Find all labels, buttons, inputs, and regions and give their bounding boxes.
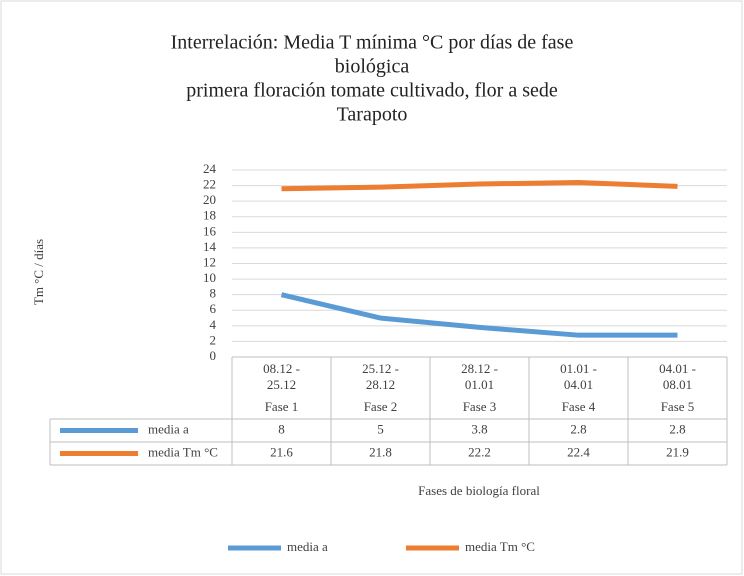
series-line xyxy=(280,292,678,338)
x-tick-label: 25.12 - xyxy=(362,361,399,376)
table-value: 8 xyxy=(278,421,285,436)
x-tick-label: 28.12 xyxy=(366,377,395,392)
y-tick-label: 16 xyxy=(203,223,217,238)
chart-title: Tarapoto xyxy=(337,104,408,126)
y-tick-label: 12 xyxy=(203,254,216,269)
y-tick-label: 8 xyxy=(210,286,217,301)
series-line xyxy=(281,179,678,192)
y-tick-label: 0 xyxy=(210,348,217,363)
x-tick-label: 01.01 xyxy=(465,377,494,392)
y-tick-label: 14 xyxy=(203,239,217,254)
x-group-label: Fase 1 xyxy=(265,399,299,414)
table-value: 2.8 xyxy=(570,421,586,436)
y-tick-label: 6 xyxy=(210,301,217,316)
x-tick-label: 04.01 xyxy=(564,377,593,392)
chart-title: biológica xyxy=(335,56,410,78)
table-series-name: media Tm °C xyxy=(148,444,218,459)
legend-label: media a xyxy=(287,539,328,554)
y-tick-label: 24 xyxy=(203,161,217,176)
x-axis-label: Fases de biología floral xyxy=(418,483,540,498)
x-tick-label: 08.12 - xyxy=(263,361,300,376)
y-tick-label: 20 xyxy=(203,192,216,207)
x-group-label: Fase 5 xyxy=(661,399,695,414)
x-tick-label: 04.01 - xyxy=(659,361,696,376)
table-value: 5 xyxy=(377,421,384,436)
table-series-name: media a xyxy=(148,421,189,436)
table-value: 3.8 xyxy=(471,421,487,436)
y-axis-label: Tm °C / días xyxy=(31,239,46,305)
table-value: 21.8 xyxy=(369,444,392,459)
chart-title: primera floración tomate cultivado, flor… xyxy=(186,80,558,102)
table-value: 21.9 xyxy=(666,444,689,459)
y-tick-label: 2 xyxy=(210,332,217,347)
table-value: 21.6 xyxy=(270,444,293,459)
table-value: 22.4 xyxy=(567,444,590,459)
table-value: 22.2 xyxy=(468,444,491,459)
y-tick-label: 10 xyxy=(203,270,216,285)
x-group-label: Fase 4 xyxy=(562,399,596,414)
y-tick-label: 22 xyxy=(203,177,216,192)
chart-title: Interrelación: Media T mínima °C por día… xyxy=(171,32,574,54)
legend-label: media Tm °C xyxy=(465,539,535,554)
x-tick-label: 08.01 xyxy=(663,377,692,392)
x-group-label: Fase 2 xyxy=(364,399,398,414)
y-tick-label: 4 xyxy=(210,317,217,332)
y-tick-label: 18 xyxy=(203,208,216,223)
x-tick-label: 01.01 - xyxy=(560,361,597,376)
x-group-label: Fase 3 xyxy=(463,399,497,414)
table-value: 2.8 xyxy=(669,421,685,436)
x-tick-label: 28.12 - xyxy=(461,361,498,376)
x-tick-label: 25.12 xyxy=(267,377,296,392)
